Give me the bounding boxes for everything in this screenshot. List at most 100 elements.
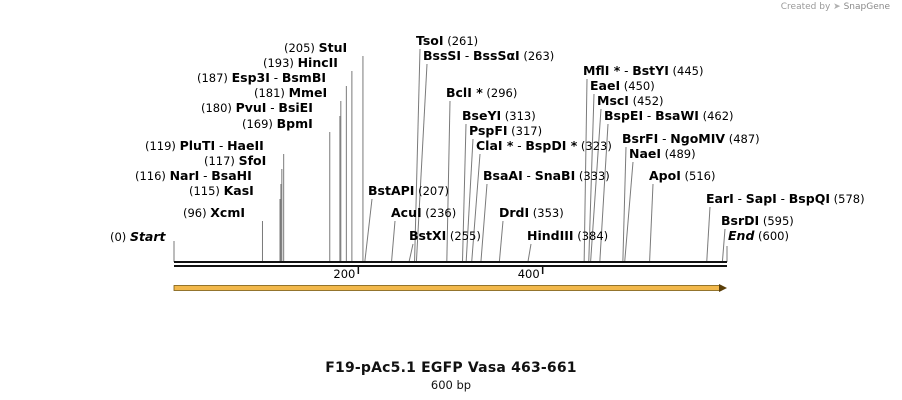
enzyme-name: BclI * [446, 85, 483, 100]
snapgene-logo-icon: ➤ [833, 2, 841, 12]
enzyme-name: SapI [746, 191, 777, 206]
credit-prefix: Created by [780, 2, 831, 12]
feature-arrow[interactable] [173, 284, 727, 292]
site-position: (187) [197, 71, 232, 85]
enzyme-name: Esp3I [232, 70, 270, 85]
site-label-pvui[interactable]: (180) PvuI - BsiEI [201, 100, 313, 115]
name-separator: - [513, 139, 525, 153]
site-label-end[interactable]: End (600) [728, 228, 789, 243]
svg-text:(180) PvuI - BsiEI: (180) PvuI - BsiEI [201, 100, 313, 115]
enzyme-name: BsrDI [721, 213, 759, 228]
site-label-stui[interactable]: (205) StuI [284, 40, 347, 55]
site-label-mmei[interactable]: (181) MmeI [254, 85, 327, 100]
site-label-kasi[interactable]: (115) KasI [189, 183, 254, 198]
site-position: (263) [520, 49, 555, 63]
enzyme-name: BssSαI [473, 48, 520, 63]
credit-brand: SnapGene [843, 2, 890, 12]
site-label-esp3i[interactable]: (187) Esp3I - BsmBI [197, 70, 326, 85]
site-label-pspfi[interactable]: PspFI (317) [469, 123, 542, 138]
site-position: (296) [483, 86, 518, 100]
site-label-drdi[interactable]: DrdI (353) [499, 205, 564, 220]
site-label-acui[interactable]: AcuI (236) [391, 205, 456, 220]
svg-text:MscI (452): MscI (452) [597, 93, 664, 108]
site-label-bspei[interactable]: BspEI - BsaWI (462) [604, 108, 734, 123]
enzyme-name: NaeI [629, 146, 661, 161]
svg-text:BstAPI (207): BstAPI (207) [368, 183, 449, 198]
site-label-tsoi[interactable]: TsoI (261) [416, 33, 478, 48]
svg-text:MflI * - BstYI (445): MflI * - BstYI (445) [583, 63, 703, 78]
site-label-bsaai[interactable]: BsaAI - SnaBI (333) [483, 168, 610, 183]
feature-bar[interactable] [173, 285, 722, 291]
site-position: (450) [620, 79, 655, 93]
leader-apoi [649, 183, 654, 263]
tick-label-400: 400 [518, 267, 540, 281]
site-label-bsrdi[interactable]: BsrDI (595) [721, 213, 794, 228]
enzyme-name: BstXI [409, 228, 446, 243]
site-position: (489) [661, 147, 696, 161]
leader-bsrdi [721, 228, 726, 263]
site-label-hindiii[interactable]: HindIII (384) [527, 228, 608, 243]
site-label-start[interactable]: (0) Start [110, 229, 167, 244]
site-label-bseyi[interactable]: BseYI (313) [462, 108, 536, 123]
site-label-mfli[interactable]: MflI * - BstYI (445) [583, 63, 703, 78]
svg-text:BssSI - BssSαI (263): BssSI - BssSαI (263) [423, 48, 554, 63]
enzyme-name: BspEI [604, 108, 643, 123]
enzyme-name: Start [130, 229, 167, 244]
enzyme-name: SfoI [239, 153, 267, 168]
site-position: (445) [669, 64, 704, 78]
svg-text:BspEI - BsaWI (462): BspEI - BsaWI (462) [604, 108, 734, 123]
svg-text:HindIII (384): HindIII (384) [527, 228, 608, 243]
site-label-msci[interactable]: MscI (452) [597, 93, 664, 108]
snapgene-credit: Created by ➤ SnapGene [781, 2, 890, 12]
site-position: (333) [575, 169, 610, 183]
leader-tsoi [414, 48, 421, 263]
svg-text:BsaAI - SnaBI (333): BsaAI - SnaBI (333) [483, 168, 610, 183]
site-position: (313) [501, 109, 536, 123]
site-position: (169) [242, 117, 277, 131]
enzyme-name: BstYI [632, 63, 669, 78]
site-position: (180) [201, 101, 236, 115]
site-label-nari[interactable]: (116) NarI - BsaHI [135, 168, 252, 183]
site-label-bsssi[interactable]: BssSI - BssSαI (263) [423, 48, 554, 63]
site-label-bstxi[interactable]: BstXI (255) [409, 228, 481, 243]
enzyme-name: EaeI [590, 78, 620, 93]
name-separator: - [658, 132, 670, 146]
name-separator: - [643, 109, 655, 123]
site-position: (595) [759, 214, 794, 228]
site-label-pluti[interactable]: (119) PluTI - HaeII [145, 138, 264, 153]
site-label-clai[interactable]: ClaI * - BspDI * (323) [476, 138, 612, 153]
site-label-hincii[interactable]: (193) HincII [263, 55, 338, 70]
svg-text:BsrFI - NgoMIV (487): BsrFI - NgoMIV (487) [622, 131, 760, 146]
site-position: (207) [414, 184, 449, 198]
enzyme-name: HindIII [527, 228, 574, 243]
site-label-bcli[interactable]: BclI * (296) [446, 85, 517, 100]
site-position: (181) [254, 86, 289, 100]
site-label-apoi[interactable]: ApoI (516) [649, 168, 715, 183]
site-label-naei[interactable]: NaeI (489) [629, 146, 696, 161]
svg-text:EaeI (450): EaeI (450) [590, 78, 655, 93]
svg-text:(169) BpmI: (169) BpmI [242, 116, 313, 131]
enzyme-name: SnaBI [535, 168, 576, 183]
enzyme-name: AcuI [391, 205, 422, 220]
svg-text:ClaI * - BspDI * (323): ClaI * - BspDI * (323) [476, 138, 612, 153]
site-label-xcmi[interactable]: (96) XcmI [183, 205, 245, 220]
leader-bspei [599, 123, 609, 263]
site-label-bsrfi[interactable]: BsrFI - NgoMIV (487) [622, 131, 760, 146]
site-label-bstapi[interactable]: BstAPI (207) [368, 183, 449, 198]
site-label-eaei[interactable]: EaeI (450) [590, 78, 655, 93]
dna-backbone [174, 261, 727, 267]
site-position: (600) [754, 229, 789, 243]
name-separator: - [270, 71, 282, 85]
site-position: (119) [145, 139, 180, 153]
svg-text:ApoI (516): ApoI (516) [649, 168, 715, 183]
enzyme-name: XcmI [210, 205, 245, 220]
site-leader-lines [173, 48, 728, 263]
site-label-eari[interactable]: EarI - SapI - BspQI (578) [706, 191, 865, 206]
svg-text:DrdI (353): DrdI (353) [499, 205, 564, 220]
site-label-bpmi[interactable]: (169) BpmI [242, 116, 313, 131]
svg-text:BclI * (296): BclI * (296) [446, 85, 517, 100]
svg-text:(115) KasI: (115) KasI [189, 183, 254, 198]
svg-text:NaeI (489): NaeI (489) [629, 146, 696, 161]
site-label-sfoi[interactable]: (117) SfoI [204, 153, 266, 168]
leader-eari [706, 206, 711, 263]
